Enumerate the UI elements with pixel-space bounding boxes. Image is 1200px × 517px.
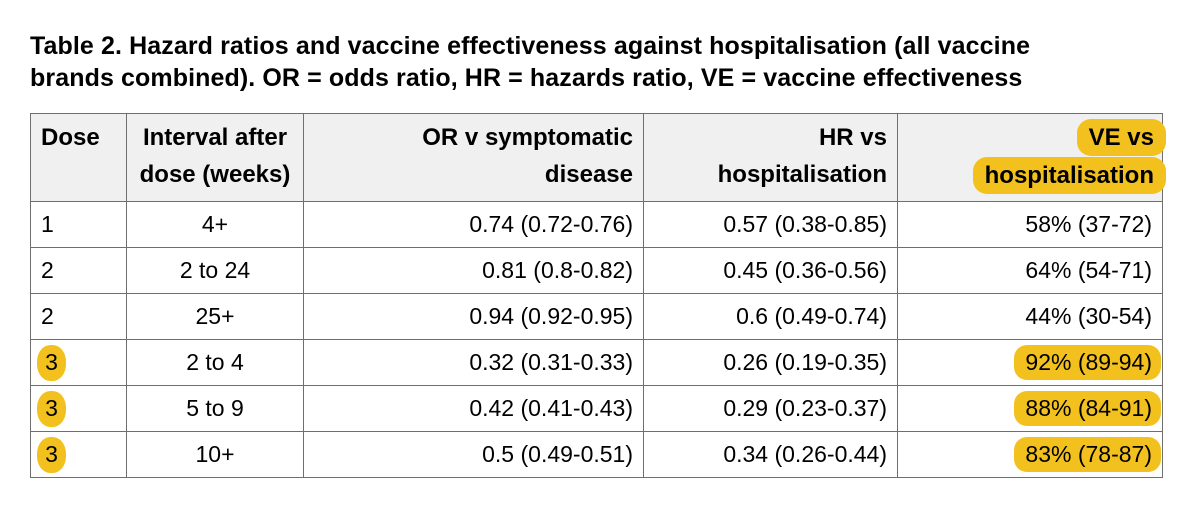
cell-or: 0.74 (0.72-0.76)	[303, 201, 644, 248]
cell-hr: 0.57 (0.38-0.85)	[643, 201, 898, 248]
cell-hr: 0.45 (0.36-0.56)	[643, 247, 898, 294]
cell-or: 0.94 (0.92-0.95)	[303, 293, 644, 340]
table-row-dose3-2to4: 3 2 to 4 0.32 (0.31-0.33) 0.26 (0.19-0.3…	[30, 339, 1163, 386]
cell-dose: 3	[30, 385, 127, 432]
cell-ve: 88% (84-91)	[897, 385, 1163, 432]
ve-value: 64% (54-71)	[1025, 257, 1152, 283]
header-interval: Interval after dose (weeks)	[126, 113, 304, 202]
dose-value: 1	[41, 211, 54, 237]
table-caption-line1: Table 2. Hazard ratios and vaccine effec…	[30, 32, 1031, 60]
cell-dose: 1	[30, 201, 127, 248]
table-row-dose3-5to9: 3 5 to 9 0.42 (0.41-0.43) 0.29 (0.23-0.3…	[30, 385, 1163, 432]
header-hr-line1: HR vs	[818, 124, 887, 151]
cell-interval: 4+	[126, 201, 304, 248]
cell-dose: 2	[30, 293, 127, 340]
table-row-dose2-2to24: 2 2 to 24 0.81 (0.8-0.82) 0.45 (0.36-0.5…	[30, 247, 1163, 294]
cell-hr: 0.29 (0.23-0.37)	[643, 385, 898, 432]
ve-value-highlight: 83% (78-87)	[1014, 437, 1161, 472]
cell-or: 0.42 (0.41-0.43)	[303, 385, 644, 432]
table-caption: Table 2. Hazard ratios and vaccine effec…	[30, 30, 1170, 94]
header-or-line1: OR v symptomatic	[422, 124, 633, 151]
ve-value-highlight: 92% (89-94)	[1014, 345, 1161, 380]
cell-ve: 44% (30-54)	[897, 293, 1163, 340]
cell-or: 0.81 (0.8-0.82)	[303, 247, 644, 294]
header-interval-line1: Interval after	[142, 124, 288, 151]
cell-ve: 58% (37-72)	[897, 201, 1163, 248]
cell-ve: 83% (78-87)	[897, 431, 1163, 478]
header-ve-line1-highlight: VE vs	[1076, 119, 1166, 156]
header-hr-line2: hospitalisation	[717, 161, 887, 188]
header-ve: VE vs hospitalisation	[897, 113, 1166, 202]
cell-hr: 0.26 (0.19-0.35)	[643, 339, 898, 386]
cell-or: 0.5 (0.49-0.51)	[303, 431, 644, 478]
cell-interval: 25+	[126, 293, 304, 340]
header-dose: Dose	[30, 113, 127, 202]
header-ve-line2-highlight: hospitalisation	[972, 157, 1166, 194]
ve-value: 44% (30-54)	[1025, 303, 1152, 329]
cell-interval: 2 to 24	[126, 247, 304, 294]
document-page: Table 2. Hazard ratios and vaccine effec…	[30, 30, 1170, 478]
header-interval-line2: dose (weeks)	[139, 161, 291, 188]
cell-hr: 0.34 (0.26-0.44)	[643, 431, 898, 478]
dose-value-highlight: 3	[37, 391, 66, 427]
cell-hr: 0.6 (0.49-0.74)	[643, 293, 898, 340]
cell-dose: 3	[30, 431, 127, 478]
cell-or: 0.32 (0.31-0.33)	[303, 339, 644, 386]
table-row-dose3-10plus: 3 10+ 0.5 (0.49-0.51) 0.34 (0.26-0.44) 8…	[30, 431, 1163, 478]
dose-value: 2	[41, 303, 54, 329]
hazard-ratio-ve-table: Dose Interval after dose (weeks) OR v sy…	[30, 113, 1166, 478]
dose-value-highlight: 3	[37, 437, 66, 473]
header-hr: HR vs hospitalisation	[643, 113, 898, 202]
header-dose-label: Dose	[41, 124, 100, 151]
cell-interval: 10+	[126, 431, 304, 478]
table-caption-line2: brands combined). OR = odds ratio, HR = …	[30, 64, 1023, 92]
cell-interval: 2 to 4	[126, 339, 304, 386]
dose-value-highlight: 3	[37, 345, 66, 381]
header-or: OR v symptomatic disease	[303, 113, 644, 202]
header-or-line2: disease	[544, 161, 633, 188]
ve-value-highlight: 88% (84-91)	[1014, 391, 1161, 426]
table-row-dose2-25plus: 2 25+ 0.94 (0.92-0.95) 0.6 (0.49-0.74) 4…	[30, 293, 1163, 340]
cell-dose: 3	[30, 339, 127, 386]
cell-interval: 5 to 9	[126, 385, 304, 432]
header-row: Dose Interval after dose (weeks) OR v sy…	[30, 113, 1166, 202]
dose-value: 2	[41, 257, 54, 283]
ve-value: 58% (37-72)	[1025, 211, 1152, 237]
cell-ve: 64% (54-71)	[897, 247, 1163, 294]
table-row-dose1-4plus: 1 4+ 0.74 (0.72-0.76) 0.57 (0.38-0.85) 5…	[30, 201, 1163, 248]
cell-ve: 92% (89-94)	[897, 339, 1163, 386]
cell-dose: 2	[30, 247, 127, 294]
